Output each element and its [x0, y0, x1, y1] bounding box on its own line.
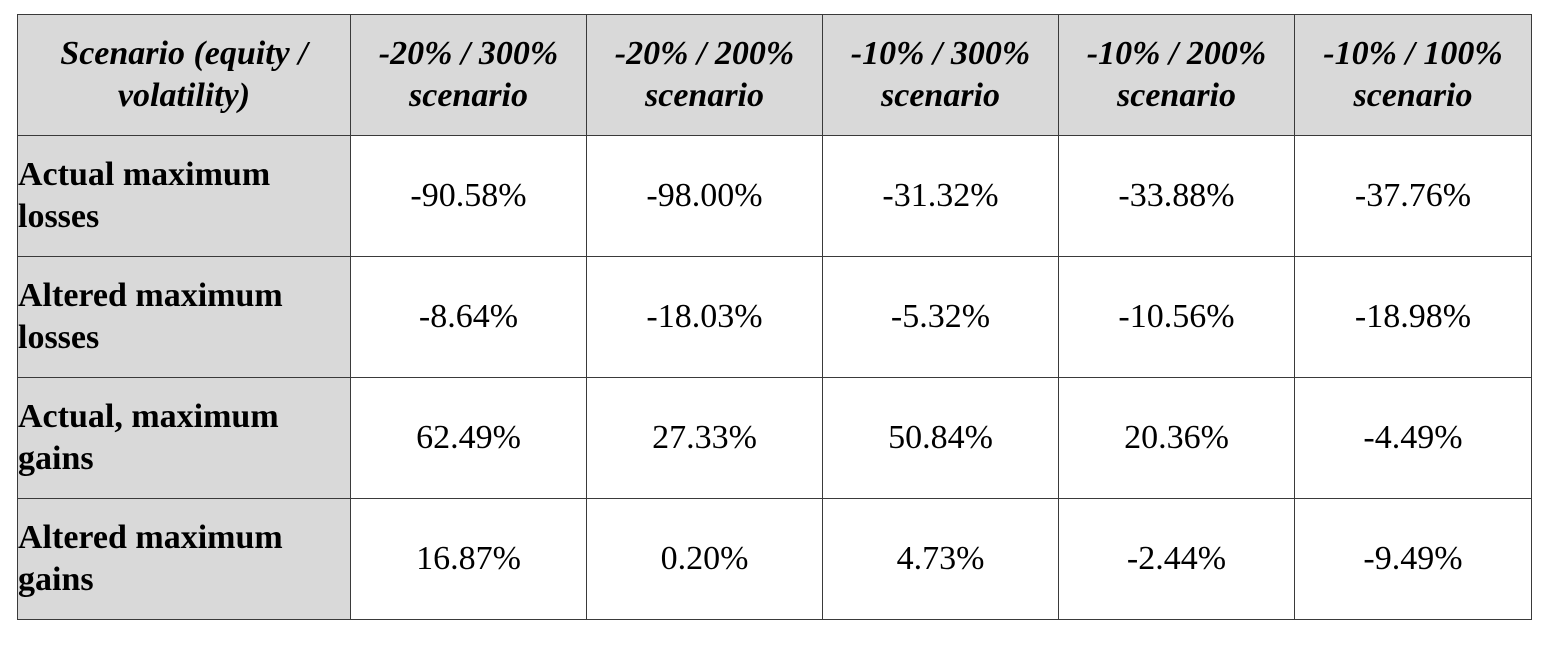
- table-cell: -4.49%: [1294, 377, 1532, 499]
- table-cell: 27.33%: [586, 377, 823, 499]
- table-row: Actual maximum losses -90.58% -98.00% -3…: [17, 135, 1532, 257]
- table-cell: -2.44%: [1058, 498, 1295, 620]
- row-header: Actual maximum losses: [17, 135, 351, 257]
- row-header: Altered maximum losses: [17, 256, 351, 378]
- column-header: -10% / 200% scenario: [1058, 14, 1295, 136]
- table-cell: -9.49%: [1294, 498, 1532, 620]
- table-row: Altered maximum losses -8.64% -18.03% -5…: [17, 256, 1532, 378]
- table-cell: -37.76%: [1294, 135, 1532, 257]
- table-cell: -31.32%: [822, 135, 1059, 257]
- table-cell: -5.32%: [822, 256, 1059, 378]
- table-cell: -8.64%: [350, 256, 587, 378]
- table-cell: -90.58%: [350, 135, 587, 257]
- table-header-row: Scenario (equity / volatility) -20% / 30…: [17, 14, 1532, 136]
- scenario-results-table: Scenario (equity / volatility) -20% / 30…: [17, 14, 1532, 620]
- table-cell: 20.36%: [1058, 377, 1295, 499]
- table-cell: -98.00%: [586, 135, 823, 257]
- table-row: Altered maximum gains 16.87% 0.20% 4.73%…: [17, 498, 1532, 620]
- table-cell: 0.20%: [586, 498, 823, 620]
- table-cell: -33.88%: [1058, 135, 1295, 257]
- table-cell: 62.49%: [350, 377, 587, 499]
- table-cell: 16.87%: [350, 498, 587, 620]
- table-cell: 4.73%: [822, 498, 1059, 620]
- table-cell: -18.03%: [586, 256, 823, 378]
- corner-header: Scenario (equity / volatility): [17, 14, 351, 136]
- column-header: -10% / 100% scenario: [1294, 14, 1532, 136]
- table-cell: -18.98%: [1294, 256, 1532, 378]
- column-header: -10% / 300% scenario: [822, 14, 1059, 136]
- table-cell: 50.84%: [822, 377, 1059, 499]
- column-header: -20% / 300% scenario: [350, 14, 587, 136]
- table-cell: -10.56%: [1058, 256, 1295, 378]
- column-header: -20% / 200% scenario: [586, 14, 823, 136]
- table-row: Actual, maximum gains 62.49% 27.33% 50.8…: [17, 377, 1532, 499]
- row-header: Actual, maximum gains: [17, 377, 351, 499]
- row-header: Altered maximum gains: [17, 498, 351, 620]
